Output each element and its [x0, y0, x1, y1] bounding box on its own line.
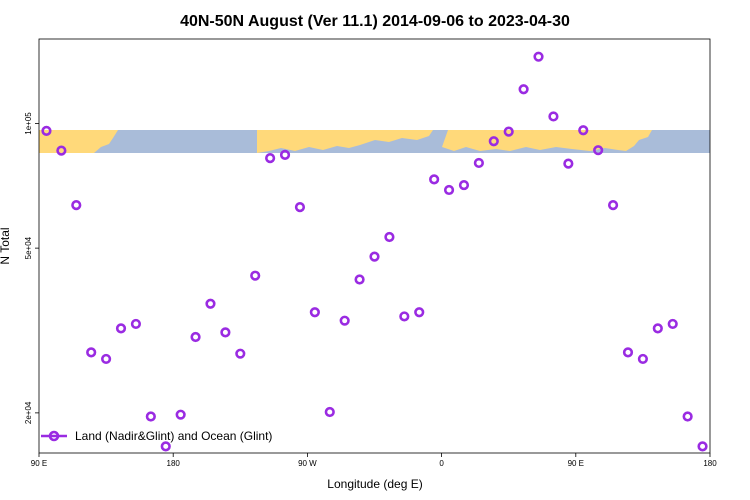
data-point-0-36 — [578, 125, 589, 136]
x-axis-title: Longitude (deg E) — [327, 477, 422, 491]
data-point-0-34 — [548, 111, 559, 122]
data-point-0-20 — [339, 315, 350, 326]
x-tick-label-2: 90 W — [298, 459, 317, 468]
data-point-0-18 — [309, 307, 320, 318]
data-point-0-28 — [458, 179, 470, 191]
data-point-0-24 — [399, 311, 410, 322]
data-point-0-3 — [86, 347, 97, 358]
data-point-0-40 — [637, 353, 649, 365]
legend: Land (Nadir&Glint) and Ocean (Glint) — [41, 429, 272, 443]
data-point-0-10 — [190, 331, 201, 343]
data-point-0-25 — [414, 307, 425, 318]
data-point-0-41 — [652, 323, 663, 334]
data-point-0-38 — [607, 200, 619, 211]
data-point-0-31 — [503, 126, 514, 137]
data-point-0-22 — [369, 251, 380, 262]
data-point-0-7 — [145, 411, 156, 422]
y-axis: 2e+04 5e+04 1e+05 — [24, 112, 39, 424]
y-tick-label-2: 1e+05 — [24, 112, 33, 135]
map-land-1 — [257, 130, 433, 153]
data-point-0-14 — [250, 270, 261, 281]
data-point-0-11 — [205, 298, 216, 309]
data-point-0-43 — [682, 411, 693, 422]
y-tick-label-1: 5e+04 — [24, 236, 33, 259]
x-tick-label-3: 0 — [439, 459, 444, 468]
x-tick-label-5: 180 — [703, 459, 717, 468]
data-point-0-27 — [443, 184, 455, 196]
data-point-0-30 — [488, 136, 499, 147]
x-tick-label-4: 90 E — [568, 459, 584, 468]
data-point-0-5 — [115, 323, 127, 334]
data-point-0-21 — [354, 274, 365, 285]
x-tick-label-1: 180 — [167, 459, 181, 468]
data-point-0-4 — [100, 353, 112, 365]
legend-marker — [48, 430, 60, 442]
data-point-0-0 — [41, 125, 52, 136]
data-point-0-37 — [593, 145, 604, 156]
map-land-2 — [442, 130, 652, 151]
data-point-0-23 — [384, 231, 395, 243]
data-point-0-17 — [294, 202, 306, 213]
data-point-0-44 — [697, 441, 708, 452]
y-tick-label-0: 2e+04 — [24, 401, 33, 424]
data-point-0-15 — [265, 152, 276, 164]
data-point-0-16 — [279, 149, 291, 160]
data-point-0-6 — [130, 318, 142, 330]
data-point-0-8 — [160, 441, 171, 452]
data-point-0-19 — [324, 406, 335, 418]
data-point-0-12 — [220, 327, 231, 338]
data-point-0-1 — [56, 145, 67, 156]
y-axis-title: N Total — [0, 227, 12, 264]
data-point-0-13 — [235, 348, 246, 359]
data-point-0-29 — [473, 157, 484, 169]
chart-title: 40N-50N August (Ver 11.1) 2014-09-06 to … — [180, 13, 570, 30]
data-point-0-32 — [518, 84, 529, 95]
world-map-strip — [39, 130, 710, 153]
data-point-0-9 — [175, 409, 186, 420]
plot-frame — [38, 38, 711, 454]
data-points — [41, 51, 708, 452]
x-axis: 90 E 180 90 W 0 90 E 180 — [31, 453, 717, 468]
data-point-0-35 — [563, 158, 574, 169]
data-point-0-2 — [71, 200, 82, 211]
data-point-0-26 — [429, 174, 440, 185]
data-point-0-33 — [533, 51, 544, 62]
x-tick-label-0: 90 E — [31, 459, 47, 468]
data-point-0-39 — [622, 347, 634, 358]
legend-label: Land (Nadir&Glint) and Ocean (Glint) — [75, 429, 272, 443]
data-point-0-42 — [667, 318, 678, 330]
